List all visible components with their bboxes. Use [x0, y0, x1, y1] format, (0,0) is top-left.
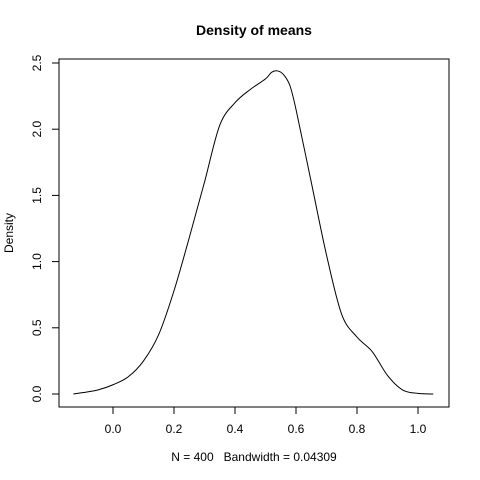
y-axis: 0.0 0.5 1.0 1.5 2.0 2.5 [30, 54, 60, 402]
x-tick-label: 0.2 [166, 422, 183, 436]
x-tick-label: 0.8 [349, 422, 366, 436]
y-tick-label: 1.5 [30, 187, 44, 204]
density-curve [73, 70, 434, 395]
x-axis-label: N = 400 Bandwidth = 0.04309 [171, 450, 337, 464]
chart-title: Density of means [196, 22, 312, 38]
y-tick-label: 0.5 [30, 319, 44, 336]
x-tick-label: 0.4 [227, 422, 244, 436]
y-tick-label: 0.0 [30, 385, 44, 402]
plot-frame [58, 58, 450, 408]
y-tick-label: 2.5 [30, 54, 44, 71]
y-tick-label: 1.0 [30, 253, 44, 270]
y-axis-label: Density [2, 213, 16, 253]
y-tick-label: 2.0 [30, 121, 44, 138]
x-axis: 0.0 0.2 0.4 0.6 0.8 1.0 [105, 406, 427, 436]
x-tick-label: 0.6 [288, 422, 305, 436]
x-tick-label: 1.0 [410, 422, 427, 436]
x-tick-label: 0.0 [105, 422, 122, 436]
